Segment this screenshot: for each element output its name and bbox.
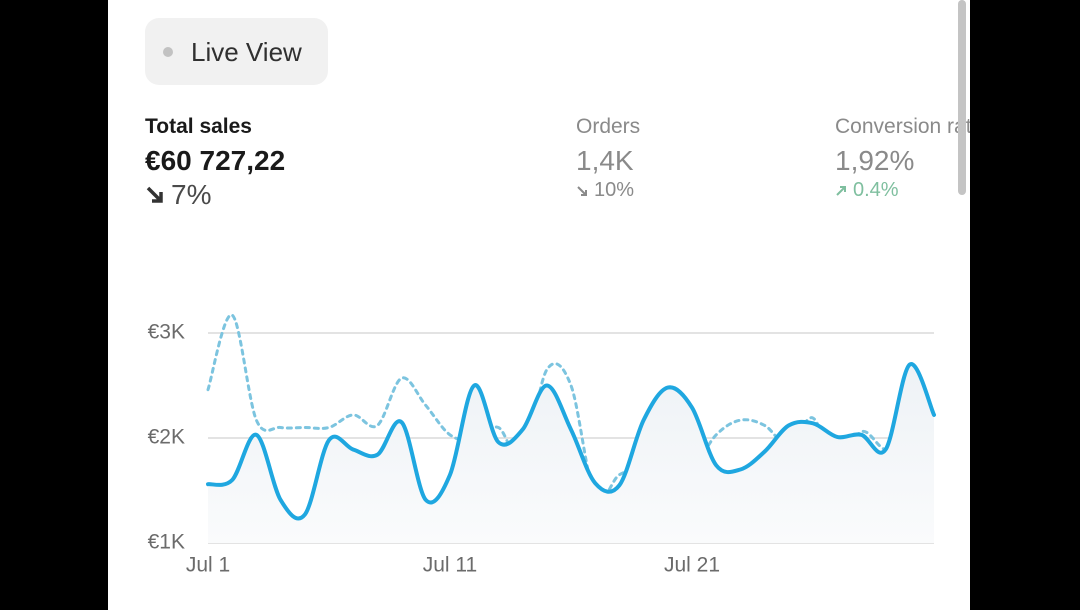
metric-change-value: 0.4% bbox=[853, 179, 899, 201]
x-tick-label: Jul 21 bbox=[664, 554, 720, 577]
metric[interactable]: Total sales €60 727,22 7% bbox=[145, 115, 285, 211]
status-dot bbox=[163, 47, 173, 57]
x-tick-label: Jul 1 bbox=[186, 554, 230, 577]
y-tick-label: €2K bbox=[148, 426, 185, 449]
metric-value: €60 727,22 bbox=[145, 145, 286, 176]
metric-change: 10% bbox=[576, 179, 640, 202]
metric-change: 7% bbox=[145, 179, 285, 211]
metric-label: Orders bbox=[576, 115, 641, 138]
arrow-icon bbox=[146, 186, 163, 203]
y-tick-label: €3K bbox=[148, 321, 185, 344]
arrow-icon bbox=[577, 185, 587, 196]
live-view-label: Live View bbox=[191, 37, 302, 67]
arrow-icon bbox=[836, 185, 846, 196]
scrollbar[interactable] bbox=[958, 0, 966, 195]
y-tick-label: €1K bbox=[148, 531, 185, 554]
metric-label: Conversion rate bbox=[835, 115, 970, 138]
x-tick-label: Jul 11 bbox=[423, 554, 477, 577]
live-view-button[interactable]: Live View bbox=[145, 18, 328, 85]
metric-label: Total sales bbox=[145, 115, 252, 138]
metric-change-value: 7% bbox=[171, 179, 212, 210]
area-fill bbox=[208, 364, 934, 543]
metric[interactable]: Conversion rate 1,92% 0.4% bbox=[835, 115, 970, 202]
metric-change-value: 10% bbox=[594, 179, 635, 201]
line bbox=[206, 313, 936, 502]
metric-value: 1,4K bbox=[576, 145, 634, 176]
metric-value: 1,92% bbox=[835, 145, 915, 176]
metric[interactable]: Orders 1,4K 10% bbox=[576, 115, 640, 202]
metric-change: 0.4% bbox=[835, 179, 970, 202]
line bbox=[206, 362, 936, 521]
